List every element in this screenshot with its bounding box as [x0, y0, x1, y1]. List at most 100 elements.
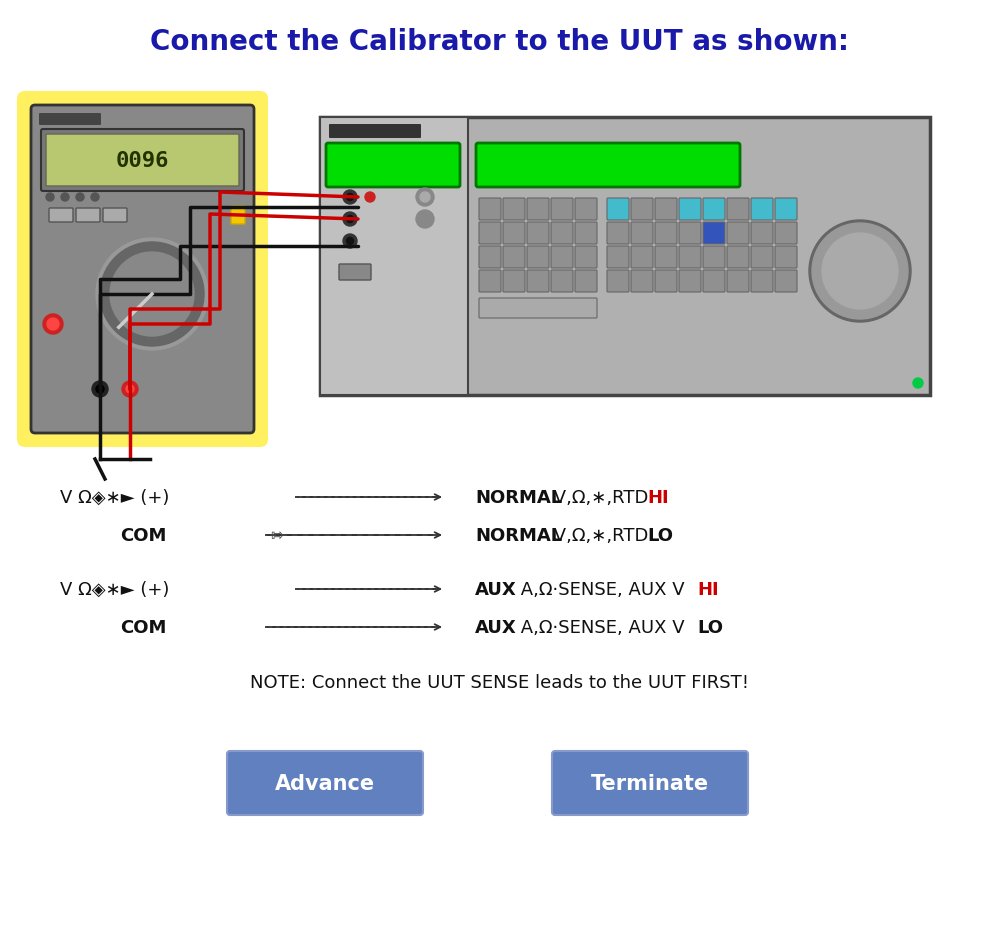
Text: V,Ω,∗,RTD: V,Ω,∗,RTD [548, 488, 654, 506]
Text: 0096: 0096 [115, 150, 169, 170]
Circle shape [343, 235, 357, 248]
FancyBboxPatch shape [227, 751, 423, 815]
Text: HI: HI [697, 581, 719, 599]
FancyBboxPatch shape [320, 118, 468, 396]
Text: A,Ω·SENSE, AUX V: A,Ω·SENSE, AUX V [515, 619, 690, 636]
FancyBboxPatch shape [775, 247, 797, 268]
FancyBboxPatch shape [775, 223, 797, 245]
FancyBboxPatch shape [503, 247, 525, 268]
Text: V,Ω,∗,RTD: V,Ω,∗,RTD [548, 526, 654, 545]
FancyBboxPatch shape [231, 207, 245, 225]
FancyBboxPatch shape [476, 144, 740, 188]
Circle shape [343, 190, 357, 205]
FancyBboxPatch shape [655, 247, 677, 268]
FancyBboxPatch shape [320, 118, 930, 396]
FancyBboxPatch shape [49, 208, 73, 223]
Circle shape [347, 194, 354, 201]
FancyBboxPatch shape [329, 125, 421, 139]
FancyBboxPatch shape [775, 199, 797, 221]
Circle shape [110, 252, 194, 337]
FancyBboxPatch shape [775, 270, 797, 292]
FancyBboxPatch shape [479, 247, 501, 268]
FancyBboxPatch shape [751, 270, 773, 292]
Circle shape [347, 216, 354, 224]
Text: HI: HI [647, 488, 669, 506]
Circle shape [416, 210, 434, 228]
FancyBboxPatch shape [631, 270, 653, 292]
FancyBboxPatch shape [41, 129, 244, 191]
FancyBboxPatch shape [607, 270, 629, 292]
FancyBboxPatch shape [679, 199, 701, 221]
Text: NOTE: Connect the UUT SENSE leads to the UUT FIRST!: NOTE: Connect the UUT SENSE leads to the… [250, 673, 750, 691]
Text: NORMAL: NORMAL [475, 526, 562, 545]
Circle shape [126, 386, 134, 393]
FancyBboxPatch shape [727, 247, 749, 268]
FancyBboxPatch shape [552, 751, 748, 815]
FancyBboxPatch shape [655, 270, 677, 292]
Circle shape [913, 379, 923, 388]
Text: Connect the Calibrator to the UUT as shown:: Connect the Calibrator to the UUT as sho… [150, 28, 850, 56]
Text: Terminate: Terminate [591, 773, 709, 793]
Circle shape [416, 188, 434, 207]
Text: Advance: Advance [275, 773, 375, 793]
FancyBboxPatch shape [575, 270, 597, 292]
FancyBboxPatch shape [631, 199, 653, 221]
FancyBboxPatch shape [39, 114, 101, 126]
Circle shape [347, 238, 354, 246]
Text: V Ω◈∗► (+): V Ω◈∗► (+) [60, 581, 169, 599]
Circle shape [47, 319, 59, 330]
FancyBboxPatch shape [479, 299, 597, 319]
Circle shape [343, 213, 357, 227]
Circle shape [76, 194, 84, 202]
FancyBboxPatch shape [527, 199, 549, 221]
FancyBboxPatch shape [503, 223, 525, 245]
Circle shape [420, 193, 430, 203]
Text: AUX: AUX [475, 619, 517, 636]
FancyBboxPatch shape [679, 223, 701, 245]
Text: COM: COM [120, 526, 166, 545]
FancyBboxPatch shape [631, 247, 653, 268]
FancyBboxPatch shape [703, 270, 725, 292]
Text: NORMAL: NORMAL [475, 488, 562, 506]
FancyBboxPatch shape [503, 199, 525, 221]
FancyBboxPatch shape [76, 208, 100, 223]
FancyBboxPatch shape [17, 92, 268, 447]
FancyBboxPatch shape [551, 199, 573, 221]
Circle shape [96, 239, 208, 350]
FancyBboxPatch shape [727, 199, 749, 221]
FancyBboxPatch shape [339, 265, 371, 281]
FancyBboxPatch shape [607, 199, 629, 221]
FancyBboxPatch shape [751, 223, 773, 245]
Circle shape [365, 193, 375, 203]
FancyBboxPatch shape [703, 247, 725, 268]
FancyBboxPatch shape [46, 135, 239, 187]
FancyBboxPatch shape [607, 223, 629, 245]
Text: ⇰: ⇰ [271, 528, 289, 543]
FancyBboxPatch shape [655, 223, 677, 245]
Circle shape [46, 194, 54, 202]
Circle shape [96, 386, 104, 393]
Text: COM: COM [120, 619, 166, 636]
FancyBboxPatch shape [575, 223, 597, 245]
FancyBboxPatch shape [527, 247, 549, 268]
FancyBboxPatch shape [679, 247, 701, 268]
FancyBboxPatch shape [575, 247, 597, 268]
FancyBboxPatch shape [575, 199, 597, 221]
Circle shape [92, 382, 108, 398]
Circle shape [122, 382, 138, 398]
FancyBboxPatch shape [479, 223, 501, 245]
FancyBboxPatch shape [551, 223, 573, 245]
FancyBboxPatch shape [326, 144, 460, 188]
Text: LO: LO [647, 526, 673, 545]
Text: A,Ω·SENSE, AUX V: A,Ω·SENSE, AUX V [515, 581, 690, 599]
Circle shape [61, 194, 69, 202]
FancyBboxPatch shape [655, 199, 677, 221]
FancyBboxPatch shape [479, 270, 501, 292]
FancyBboxPatch shape [551, 247, 573, 268]
Circle shape [822, 234, 898, 309]
Circle shape [809, 221, 911, 323]
Text: AUX: AUX [475, 581, 517, 599]
FancyBboxPatch shape [727, 223, 749, 245]
Text: LO: LO [697, 619, 723, 636]
FancyBboxPatch shape [679, 270, 701, 292]
